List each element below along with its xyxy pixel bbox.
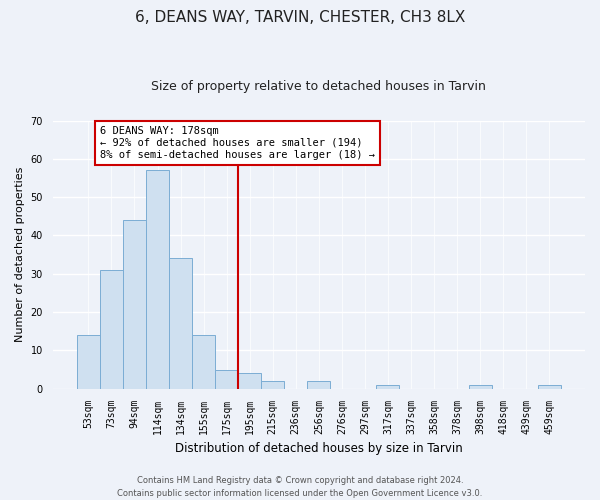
X-axis label: Distribution of detached houses by size in Tarvin: Distribution of detached houses by size … xyxy=(175,442,463,455)
Bar xyxy=(192,335,215,388)
Bar xyxy=(469,385,491,388)
Bar xyxy=(100,270,123,388)
Bar xyxy=(261,381,284,388)
Text: 6, DEANS WAY, TARVIN, CHESTER, CH3 8LX: 6, DEANS WAY, TARVIN, CHESTER, CH3 8LX xyxy=(135,10,465,25)
Title: Size of property relative to detached houses in Tarvin: Size of property relative to detached ho… xyxy=(151,80,486,93)
Text: 6 DEANS WAY: 178sqm
← 92% of detached houses are smaller (194)
8% of semi-detach: 6 DEANS WAY: 178sqm ← 92% of detached ho… xyxy=(100,126,375,160)
Bar xyxy=(123,220,146,388)
Text: Contains HM Land Registry data © Crown copyright and database right 2024.
Contai: Contains HM Land Registry data © Crown c… xyxy=(118,476,482,498)
Bar xyxy=(215,370,238,388)
Bar xyxy=(146,170,169,388)
Bar xyxy=(238,374,261,388)
Bar xyxy=(376,385,400,388)
Y-axis label: Number of detached properties: Number of detached properties xyxy=(15,167,25,342)
Bar xyxy=(77,335,100,388)
Bar xyxy=(307,381,331,388)
Bar xyxy=(169,258,192,388)
Bar xyxy=(538,385,561,388)
